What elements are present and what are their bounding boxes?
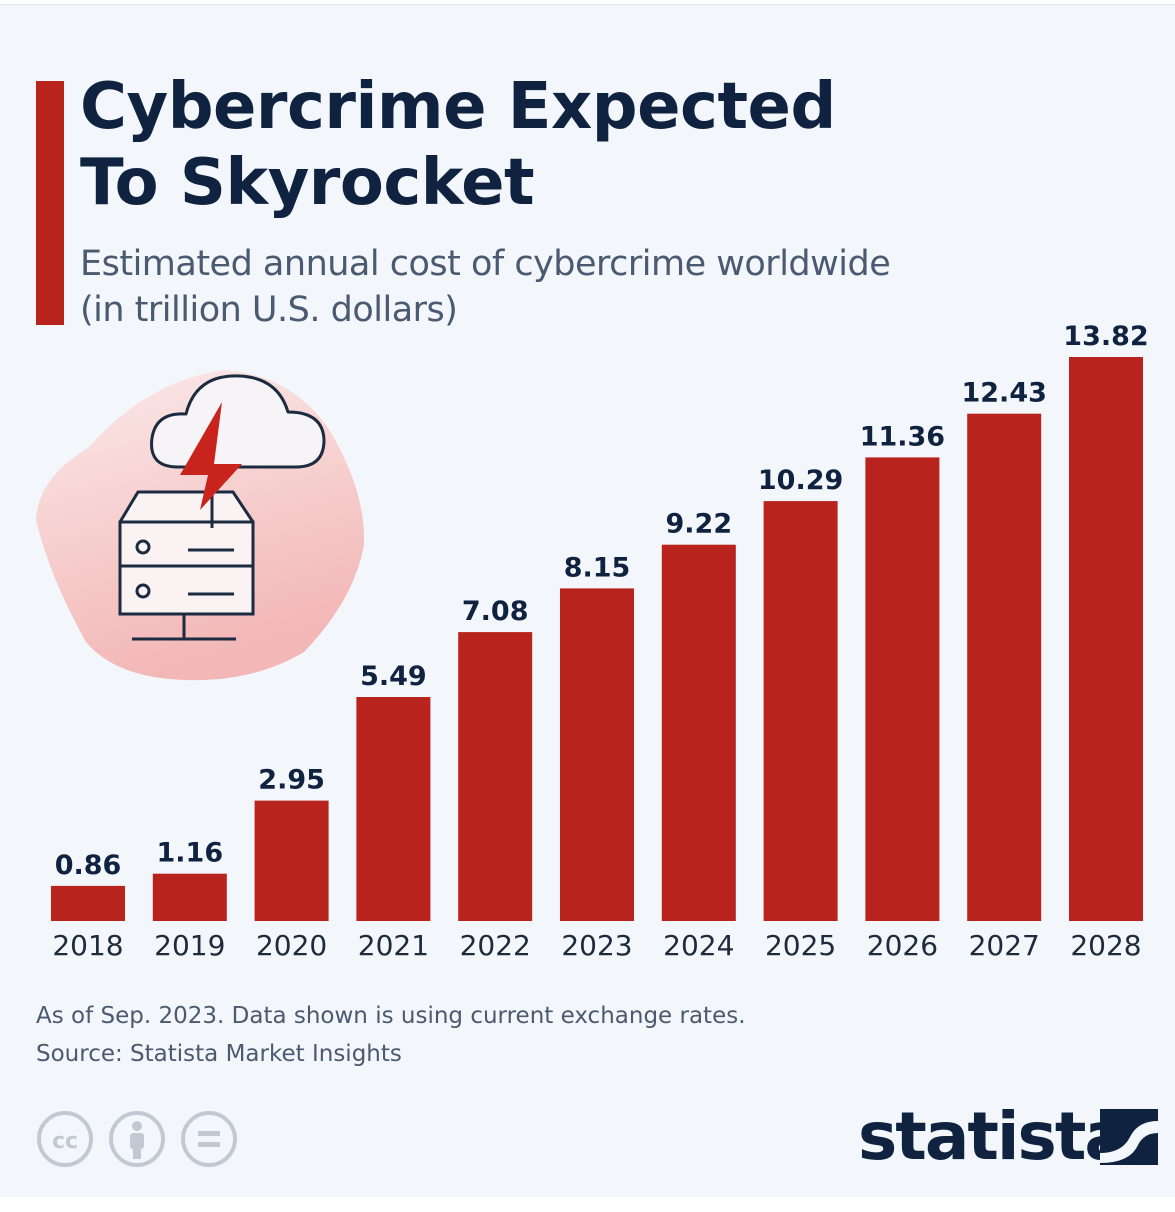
bar-2027 bbox=[967, 413, 1042, 921]
chart-subtitle-line-2: (in trillion U.S. dollars) bbox=[80, 290, 458, 330]
bar-2023 bbox=[560, 588, 634, 921]
bar-2026 bbox=[865, 457, 940, 921]
x-tick-label-2024: 2024 bbox=[663, 929, 734, 962]
license-icons: cc bbox=[37, 1111, 237, 1167]
creative-commons-icon: cc bbox=[37, 1111, 93, 1167]
value-label-2024: 9.22 bbox=[665, 509, 732, 540]
value-label-2023: 8.15 bbox=[564, 552, 631, 583]
chart-source: Source: Statista Market Insights bbox=[36, 1041, 402, 1067]
lightning-bolt-icon bbox=[180, 402, 242, 510]
chart-subtitle-line-1: Estimated annual cost of cybercrime worl… bbox=[80, 244, 891, 284]
server-unit-bottom bbox=[118, 564, 255, 616]
brand-name: statista bbox=[858, 1098, 1129, 1175]
cloud-server-lightning-icon bbox=[36, 370, 365, 681]
chart-note: As of Sep. 2023. Data shown is using cur… bbox=[36, 1003, 746, 1029]
value-label-2018: 0.86 bbox=[55, 850, 122, 881]
chart-title: Cybercrime Expected To Skyrocket bbox=[80, 69, 836, 221]
x-tick-label-2021: 2021 bbox=[358, 929, 429, 962]
value-label-2026: 11.36 bbox=[860, 421, 945, 452]
bar-2025 bbox=[763, 501, 838, 921]
svg-text:cc: cc bbox=[52, 1129, 78, 1154]
bar-2022 bbox=[458, 632, 533, 921]
bar-2021 bbox=[356, 697, 431, 921]
chart-subtitle: Estimated annual cost of cybercrime worl… bbox=[80, 241, 891, 333]
no-derivatives-icon bbox=[181, 1111, 237, 1167]
attribution-icon bbox=[109, 1111, 165, 1167]
x-tick-label-2026: 2026 bbox=[867, 929, 938, 962]
x-tick-label-2025: 2025 bbox=[765, 929, 836, 962]
value-label-2025: 10.29 bbox=[758, 465, 843, 496]
bar-2018 bbox=[51, 885, 125, 921]
x-tick-label-2028: 2028 bbox=[1070, 929, 1141, 962]
chart-title-line-1: Cybercrime Expected bbox=[80, 70, 836, 144]
value-label-2019: 1.16 bbox=[156, 838, 223, 869]
value-label-2022: 7.08 bbox=[462, 596, 529, 627]
bar-2028 bbox=[1069, 357, 1143, 921]
value-label-2027: 12.43 bbox=[961, 378, 1046, 409]
x-tick-label-2027: 2027 bbox=[969, 929, 1040, 962]
x-tick-label-2019: 2019 bbox=[154, 929, 225, 962]
statista-logo-icon bbox=[1100, 1109, 1158, 1165]
x-tick-label-2018: 2018 bbox=[52, 929, 123, 962]
bar-2019 bbox=[152, 873, 227, 921]
chart-title-line-2: To Skyrocket bbox=[80, 146, 535, 220]
statista-brand: statista bbox=[858, 1097, 1158, 1177]
bar-2020 bbox=[254, 800, 329, 921]
bar-2024 bbox=[661, 544, 736, 921]
value-label-2020: 2.95 bbox=[258, 765, 325, 796]
x-tick-label-2023: 2023 bbox=[561, 929, 632, 962]
x-tick-label-2020: 2020 bbox=[256, 929, 327, 962]
cloud-icon bbox=[150, 374, 326, 469]
value-label-2021: 5.49 bbox=[360, 661, 427, 692]
value-label-2028: 13.82 bbox=[1063, 321, 1148, 352]
x-tick-label-2022: 2022 bbox=[460, 929, 531, 962]
title-accent-bar bbox=[36, 81, 64, 325]
